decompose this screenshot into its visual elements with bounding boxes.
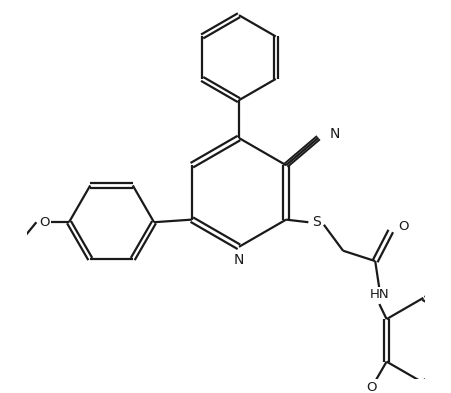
Text: O: O: [398, 220, 408, 233]
Text: O: O: [39, 216, 49, 229]
Text: N: N: [233, 253, 244, 267]
Text: N: N: [329, 127, 340, 141]
Text: O: O: [365, 381, 376, 393]
Text: HN: HN: [369, 288, 388, 301]
Text: S: S: [311, 215, 320, 229]
